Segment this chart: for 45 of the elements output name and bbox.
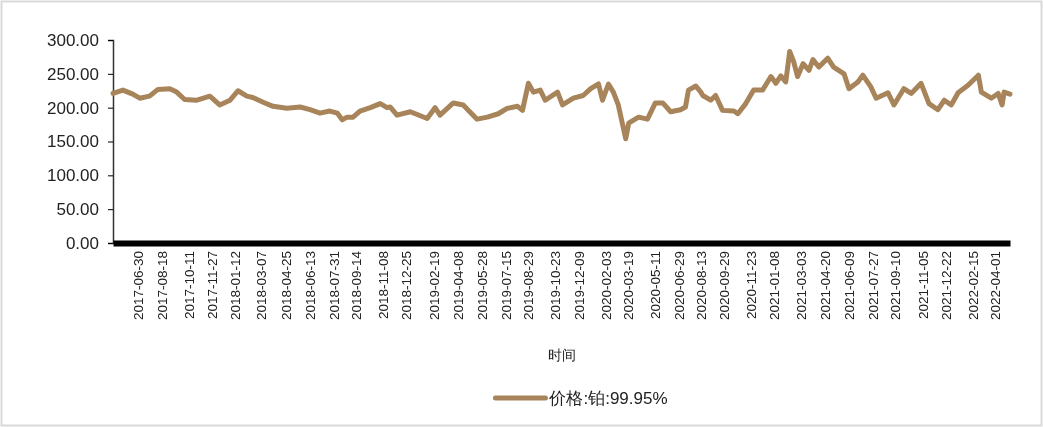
x-tick-label: 2017-11-27 bbox=[205, 251, 221, 320]
y-tick-label: 150.00 bbox=[47, 132, 99, 152]
y-tick-label: 50.00 bbox=[56, 200, 99, 220]
x-tick-label: 2017-08-18 bbox=[155, 251, 171, 321]
x-tick-label: 2021-11-05 bbox=[915, 251, 931, 320]
x-tick-label: 2018-09-14 bbox=[348, 250, 364, 321]
x-tick-label: 2018-07-31 bbox=[326, 251, 342, 321]
x-tick-label: 2020-11-23 bbox=[744, 251, 760, 320]
x-tick-label: 2017-06-30 bbox=[130, 251, 146, 321]
y-tick-label: 300.00 bbox=[47, 30, 99, 50]
x-tick-label: 2019-02-19 bbox=[426, 251, 442, 321]
x-tick-label: 2018-01-12 bbox=[227, 251, 243, 321]
x-tick-label: 2018-04-25 bbox=[278, 251, 294, 321]
x-tick-label: 2020-02-03 bbox=[599, 251, 615, 321]
x-tick-label: 2019-12-09 bbox=[571, 251, 587, 321]
x-tick-label: 2017-10-11 bbox=[181, 251, 197, 320]
x-tick-label: 2019-10-23 bbox=[548, 251, 564, 321]
x-tick-label: 2020-09-29 bbox=[717, 251, 733, 321]
x-tick-label: 2020-05-11 bbox=[647, 251, 663, 320]
x-tick-label: 2021-03-03 bbox=[793, 251, 809, 321]
x-tick-label: 2020-06-29 bbox=[671, 251, 687, 321]
x-tick-label: 2021-04-20 bbox=[817, 251, 833, 321]
x-tick-label: 2019-08-29 bbox=[521, 251, 537, 321]
x-tick-label: 2021-06-09 bbox=[842, 251, 858, 321]
x-tick-label: 2022-04-01 bbox=[988, 251, 1004, 321]
x-tick-label: 2022-02-15 bbox=[966, 251, 982, 321]
y-tick-label: 250.00 bbox=[47, 64, 99, 84]
legend-label: 价格:铂:99.95% bbox=[548, 388, 668, 408]
x-tick-label: 2019-04-08 bbox=[450, 251, 466, 321]
x-tick-label: 2021-12-22 bbox=[939, 251, 955, 321]
x-tick-label: 2018-11-08 bbox=[375, 251, 391, 320]
y-tick-label: 200.00 bbox=[47, 98, 99, 118]
x-tick-label: 2019-07-15 bbox=[498, 251, 514, 321]
x-axis-title: 时间 bbox=[547, 347, 576, 363]
x-tick-label: 2021-07-27 bbox=[865, 251, 881, 321]
x-tick-label: 2020-08-13 bbox=[694, 251, 710, 321]
x-tick-label: 2019-05-28 bbox=[475, 251, 491, 321]
y-tick-label: 0.00 bbox=[65, 233, 99, 253]
x-tick-label: 2021-09-10 bbox=[888, 251, 904, 321]
x-tick-label: 2018-06-13 bbox=[302, 251, 318, 321]
x-tick-label: 2021-01-08 bbox=[767, 251, 783, 321]
y-tick-label: 100.00 bbox=[47, 166, 99, 186]
x-tick-label: 2018-03-07 bbox=[254, 251, 270, 321]
x-tick-label: 2020-03-19 bbox=[621, 251, 637, 321]
x-tick-label: 2018-12-25 bbox=[399, 251, 415, 321]
